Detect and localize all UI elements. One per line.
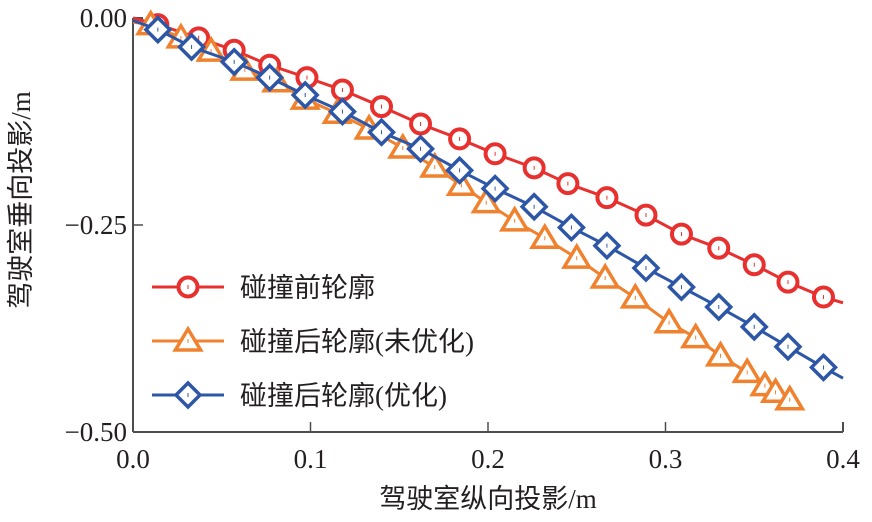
data-point bbox=[483, 142, 507, 166]
series-layer bbox=[132, 9, 844, 411]
data-point bbox=[774, 384, 806, 411]
legend-marker bbox=[172, 325, 204, 352]
data-point bbox=[327, 97, 357, 127]
data-point bbox=[595, 186, 619, 210]
legend-marker bbox=[173, 380, 203, 410]
data-point bbox=[330, 78, 354, 102]
data-point bbox=[498, 205, 531, 232]
legend-label: 碰撞后轮廓(未优化) bbox=[240, 327, 474, 357]
x-tick-label: 0.3 bbox=[649, 444, 683, 474]
data-point bbox=[529, 222, 561, 249]
data-point bbox=[219, 47, 249, 77]
legend-item-2: 碰撞后轮廓(未优化) bbox=[152, 325, 474, 357]
data-point bbox=[519, 192, 549, 222]
data-point bbox=[445, 155, 475, 185]
data-point bbox=[653, 307, 685, 334]
data-point bbox=[704, 340, 737, 367]
data-point bbox=[759, 376, 792, 404]
data-point bbox=[448, 127, 472, 151]
data-point bbox=[480, 174, 510, 204]
series-3 bbox=[132, 15, 844, 382]
legend-marker bbox=[176, 275, 200, 299]
data-point bbox=[589, 262, 621, 289]
legend-label: 碰撞后轮廓(优化) bbox=[240, 381, 447, 411]
data-point bbox=[177, 32, 207, 62]
y-tick-label: −0.25 bbox=[65, 210, 127, 240]
data-point bbox=[809, 352, 838, 382]
data-point bbox=[561, 242, 593, 269]
data-point bbox=[255, 63, 285, 93]
data-point bbox=[409, 112, 433, 136]
x-axis-title: 驾驶室纵向投影/m bbox=[379, 484, 597, 514]
x-tick-label: 0.4 bbox=[826, 444, 860, 474]
data-point bbox=[470, 187, 502, 214]
data-point bbox=[669, 222, 693, 246]
data-point bbox=[143, 15, 173, 45]
data-point bbox=[679, 322, 712, 349]
data-point bbox=[731, 356, 763, 384]
data-point bbox=[739, 312, 769, 342]
data-point bbox=[667, 272, 696, 302]
data-point bbox=[592, 231, 622, 261]
data-point bbox=[370, 95, 393, 119]
y-tick-label: 0.00 bbox=[80, 3, 127, 33]
legend-label: 碰撞前轮廓 bbox=[240, 273, 375, 303]
legend-item-3: 碰撞后轮廓(优化) bbox=[152, 380, 447, 411]
data-point bbox=[522, 156, 546, 180]
x-tick-label: 0.1 bbox=[294, 444, 328, 474]
data-point bbox=[631, 253, 661, 283]
data-point bbox=[776, 270, 800, 294]
y-axis-title: 驾驶室垂向投影/m bbox=[6, 91, 36, 309]
data-point bbox=[634, 203, 658, 227]
data-point bbox=[419, 151, 451, 178]
x-tick-label: 0.2 bbox=[471, 444, 505, 474]
y-tick-label: −0.50 bbox=[65, 417, 127, 447]
data-point bbox=[773, 332, 803, 362]
data-point bbox=[742, 253, 766, 277]
data-point bbox=[556, 213, 586, 242]
data-point bbox=[619, 282, 652, 309]
data-point bbox=[406, 134, 436, 164]
data-point bbox=[556, 172, 580, 196]
legend-item-1: 碰撞前轮廓 bbox=[152, 273, 375, 303]
data-point bbox=[367, 117, 396, 147]
data-point bbox=[707, 236, 731, 260]
data-point bbox=[811, 285, 835, 309]
x-tick-label: 0.0 bbox=[116, 444, 150, 474]
data-point bbox=[445, 169, 478, 197]
data-point bbox=[290, 80, 320, 110]
axes: 0.0 0.1 0.2 0.3 0.4 0.00 −0.25 −0.50 bbox=[65, 3, 861, 474]
data-point bbox=[704, 292, 734, 322]
